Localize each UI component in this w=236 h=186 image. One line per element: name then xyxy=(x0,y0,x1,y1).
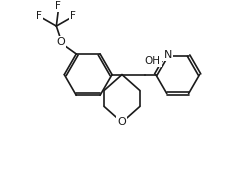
Text: O: O xyxy=(56,37,65,47)
Text: F: F xyxy=(37,11,42,21)
Text: O: O xyxy=(118,117,126,127)
Text: OH: OH xyxy=(145,56,161,66)
Text: F: F xyxy=(70,11,76,21)
Text: N: N xyxy=(164,50,172,60)
Text: F: F xyxy=(55,1,61,11)
